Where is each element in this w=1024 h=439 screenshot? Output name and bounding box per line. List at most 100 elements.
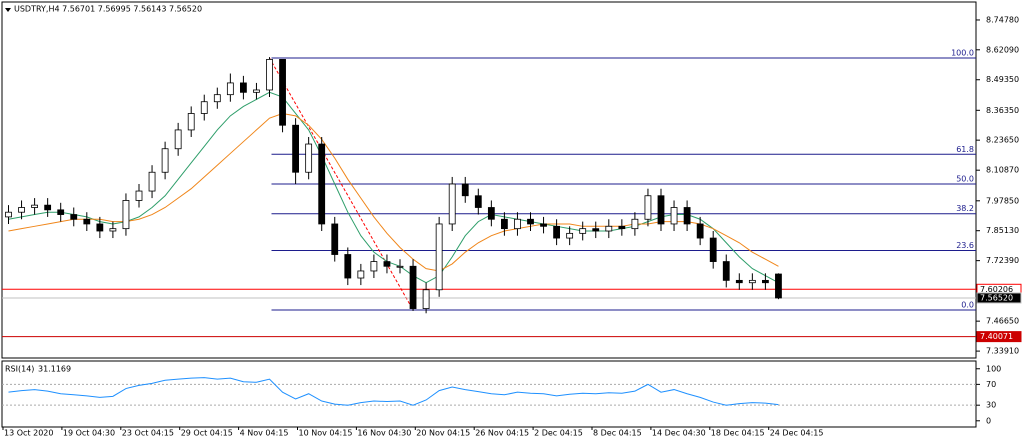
candle-body bbox=[435, 223, 443, 291]
x-tick-label: 18 Dec 04:15 bbox=[711, 429, 765, 438]
candle-body bbox=[83, 218, 91, 225]
candle-body bbox=[644, 195, 652, 220]
y-tick-label: 8.49350 bbox=[986, 75, 1019, 84]
rsi-value: 31.1169 bbox=[38, 365, 71, 374]
candle-body bbox=[135, 190, 143, 201]
candle-body bbox=[318, 143, 326, 225]
candle-body bbox=[487, 207, 495, 220]
x-tick-label: 13 Oct 2020 bbox=[4, 429, 53, 438]
candle-body bbox=[448, 183, 456, 225]
candle-body bbox=[540, 223, 547, 227]
candle-body bbox=[357, 270, 365, 279]
candle-body bbox=[605, 225, 613, 232]
main-frame bbox=[1, 1, 977, 359]
moving-average bbox=[8, 112, 779, 272]
candle-body bbox=[553, 225, 560, 239]
candle-body bbox=[44, 204, 52, 211]
chart-title: USDTRY,H4 7.56701 7.56995 7.56143 7.5652… bbox=[14, 5, 202, 14]
price-tag bbox=[976, 331, 1022, 343]
candle-body bbox=[775, 273, 782, 299]
y-tick-label: 8.23650 bbox=[986, 136, 1019, 145]
candle-body bbox=[657, 195, 665, 225]
rsi-frame bbox=[1, 360, 977, 428]
candle-body bbox=[122, 200, 130, 230]
candle-body bbox=[631, 218, 639, 230]
candle-body bbox=[213, 94, 221, 103]
y-tick-label: 8.62090 bbox=[986, 45, 1019, 54]
candle-body bbox=[500, 218, 508, 230]
price-tag-label: 7.60206 bbox=[980, 285, 1013, 294]
rsi-tick-label: 0 bbox=[986, 416, 991, 425]
candle-body bbox=[187, 113, 195, 131]
candle-body bbox=[709, 237, 717, 262]
candle-body bbox=[200, 101, 208, 114]
candle-body bbox=[409, 265, 417, 309]
candle-body bbox=[96, 223, 104, 232]
x-tick-label: 26 Nov 04:15 bbox=[475, 429, 529, 438]
candle-body bbox=[579, 228, 587, 234]
rsi-title: RSI(14) bbox=[5, 365, 34, 374]
x-tick-label: 23 Oct 04:15 bbox=[122, 429, 174, 438]
y-tick-label: 7.33910 bbox=[986, 347, 1019, 356]
candle-body bbox=[57, 209, 65, 215]
y-tick-label: 8.36350 bbox=[986, 106, 1019, 115]
candle-body bbox=[696, 223, 704, 239]
x-tick-label: 16 Nov 04:30 bbox=[357, 429, 411, 438]
candle-body bbox=[670, 207, 678, 225]
x-tick-label: 19 Oct 04:30 bbox=[63, 429, 115, 438]
candle-body bbox=[396, 265, 404, 268]
candle-body bbox=[618, 225, 626, 230]
fib-label: 61.8 bbox=[956, 145, 974, 154]
fib-label: 23.6 bbox=[956, 241, 974, 250]
candle-body bbox=[422, 289, 430, 309]
y-tick-label: 7.72390 bbox=[986, 256, 1019, 265]
price-tag-label: 7.40071 bbox=[980, 332, 1013, 341]
x-tick-label: 29 Oct 04:15 bbox=[181, 429, 233, 438]
fib-label: 100.0 bbox=[951, 49, 974, 58]
x-tick-label: 2 Dec 04:15 bbox=[534, 429, 583, 438]
candle-body bbox=[383, 261, 391, 267]
candle-body bbox=[70, 214, 78, 220]
fib-label: 38.2 bbox=[956, 204, 974, 213]
candle-body bbox=[566, 232, 574, 239]
candle-body bbox=[722, 261, 730, 281]
candle-body bbox=[592, 228, 600, 232]
rsi-tick-label: 30 bbox=[986, 401, 996, 410]
y-tick-label: 7.46650 bbox=[986, 317, 1019, 326]
price-tag bbox=[976, 292, 1022, 304]
candle-body bbox=[748, 279, 756, 284]
y-tick-label: 7.97850 bbox=[986, 196, 1019, 205]
y-tick-label: 8.74780 bbox=[986, 15, 1019, 24]
candle-body bbox=[344, 254, 352, 279]
candle-body bbox=[31, 204, 39, 208]
x-tick-label: 8 Dec 04:15 bbox=[593, 429, 642, 438]
x-tick-label: 14 Dec 04:30 bbox=[652, 429, 706, 438]
menu-icon bbox=[5, 8, 11, 12]
candle-body bbox=[292, 124, 300, 173]
candle-body bbox=[331, 223, 339, 255]
rsi-tick-label: 100 bbox=[986, 364, 1001, 373]
candle-body bbox=[527, 218, 534, 225]
rsi-line bbox=[8, 377, 779, 406]
candle-body bbox=[5, 211, 12, 218]
x-tick-label: 10 Nov 04:15 bbox=[299, 429, 353, 438]
fib-label: 50.0 bbox=[956, 174, 974, 183]
candle-body bbox=[109, 228, 117, 232]
candle-body bbox=[514, 218, 521, 230]
candle-body bbox=[266, 59, 273, 91]
y-tick-label: 8.10870 bbox=[986, 166, 1019, 175]
candle-body bbox=[461, 183, 469, 197]
candle-body bbox=[174, 129, 182, 150]
candle-body bbox=[305, 143, 313, 173]
rsi-tick-label: 70 bbox=[986, 380, 996, 389]
candle-body bbox=[18, 207, 25, 213]
candle-body bbox=[161, 148, 169, 173]
y-tick-label: 7.85130 bbox=[986, 226, 1019, 235]
candle-body bbox=[239, 82, 247, 93]
candle-body bbox=[735, 279, 743, 284]
candle-body bbox=[683, 207, 691, 225]
fib-label: 0.0 bbox=[961, 300, 974, 309]
candle-body bbox=[279, 59, 286, 126]
candle-body bbox=[762, 279, 769, 284]
candle-body bbox=[148, 171, 156, 192]
